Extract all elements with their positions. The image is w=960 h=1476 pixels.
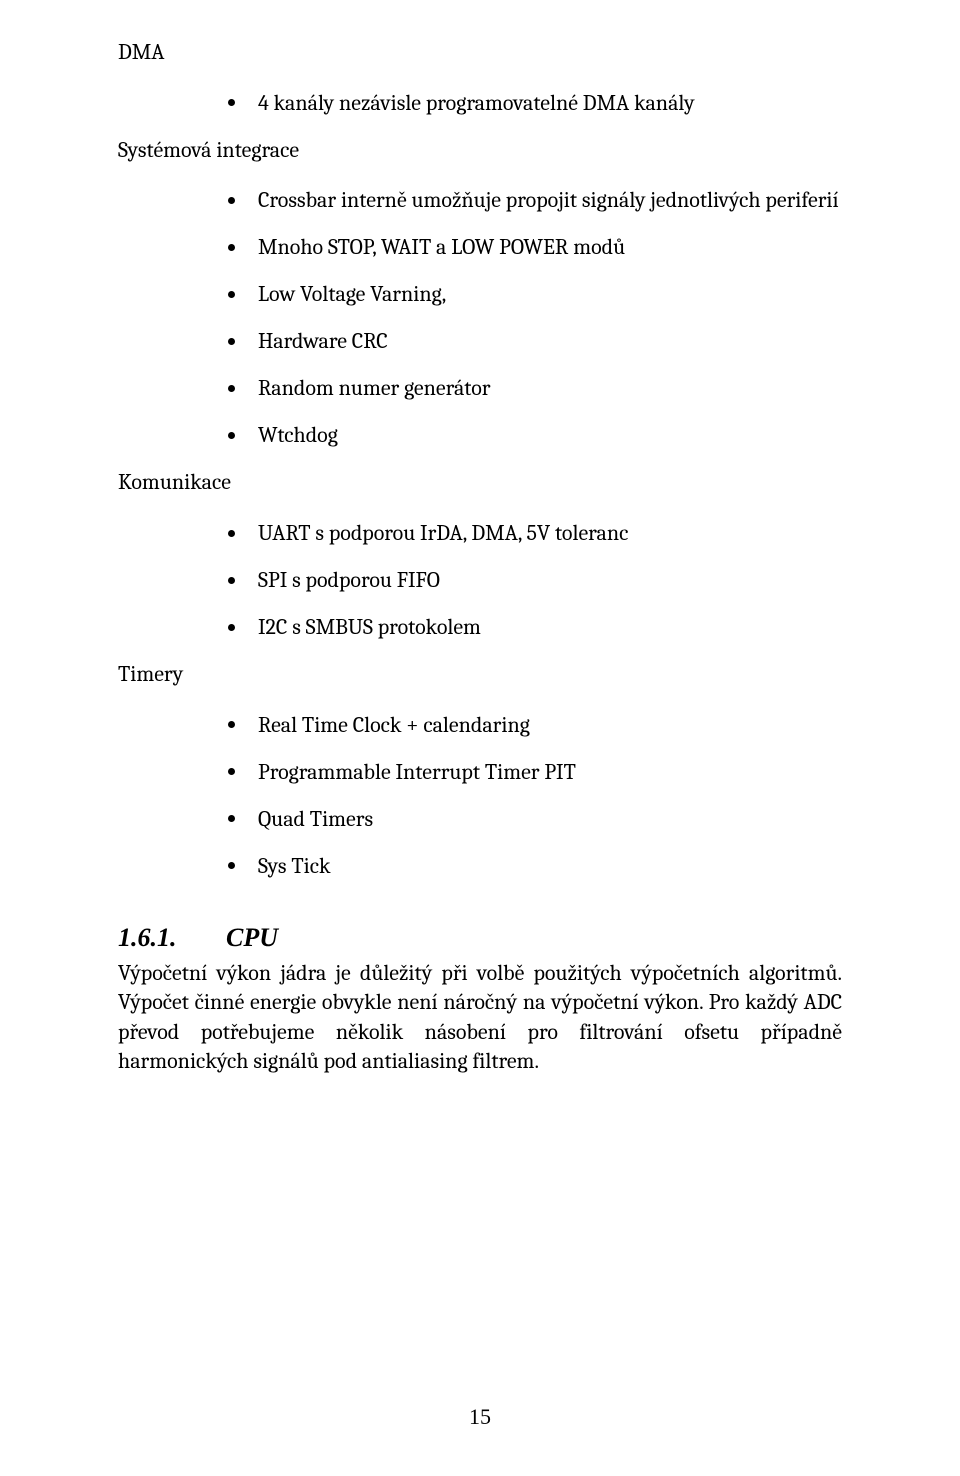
list-item: Mnoho STOP, WAIT a LOW POWER modů	[228, 233, 842, 262]
heading-dma: DMA	[118, 38, 842, 67]
list-item: I2C s SMBUS protokolem	[228, 613, 842, 642]
list-item: Hardware CRC	[228, 327, 842, 356]
list-item: Crossbar interně umožňuje propojit signá…	[228, 186, 842, 215]
list-timery: Real Time Clock + calendaring Programmab…	[118, 711, 842, 881]
section-number: 1.6.1.	[118, 921, 226, 955]
list-item: Sys Tick	[228, 852, 842, 881]
list-item: Programmable Interrupt Timer PIT	[228, 758, 842, 787]
section-heading-cpu: 1.6.1.CPU	[118, 921, 842, 955]
page-number: 15	[0, 1404, 960, 1430]
list-system-integration: Crossbar interně umožňuje propojit signá…	[118, 186, 842, 450]
heading-system-integration: Systémová integrace	[118, 136, 842, 165]
list-item: SPI s podporou FIFO	[228, 566, 842, 595]
list-item: Quad Timers	[228, 805, 842, 834]
list-item: Low Voltage Varning,	[228, 280, 842, 309]
heading-komunikace: Komunikace	[118, 468, 842, 497]
list-dma: 4 kanály nezávisle programovatelné DMA k…	[118, 89, 842, 118]
list-item: UART s podporou IrDA, DMA, 5V toleranc	[228, 519, 842, 548]
list-komunikace: UART s podporou IrDA, DMA, 5V toleranc S…	[118, 519, 842, 642]
paragraph-cpu: Výpočetní výkon jádra je důležitý při vo…	[118, 959, 842, 1077]
section-title: CPU	[226, 923, 278, 952]
document-page: DMA 4 kanály nezávisle programovatelné D…	[0, 0, 960, 1476]
list-item: Random numer generátor	[228, 374, 842, 403]
list-item: 4 kanály nezávisle programovatelné DMA k…	[228, 89, 842, 118]
heading-timery: Timery	[118, 660, 842, 689]
list-item: Wtchdog	[228, 421, 842, 450]
list-item: Real Time Clock + calendaring	[228, 711, 842, 740]
